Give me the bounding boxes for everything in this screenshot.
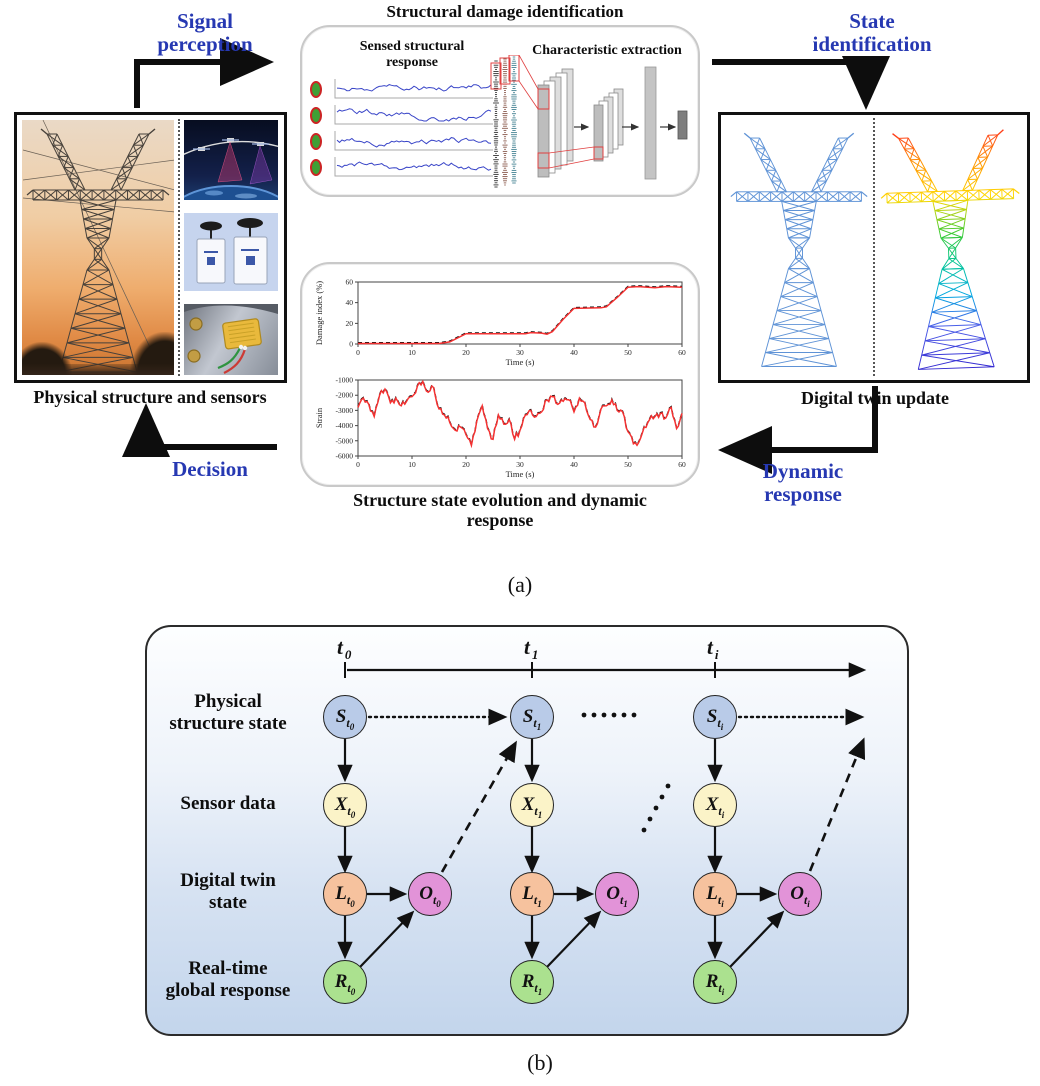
x-axis-label: Time (s) (506, 469, 535, 479)
row-label-r: Real-time global response (165, 958, 291, 1001)
x-tick-label: 20 (462, 460, 470, 469)
strain-chart: 0 10 20 30 40 50 60 -1000 -2000 -3000 -4000 -5000 -6… (314, 376, 686, 479)
ground-silhouette (22, 364, 174, 375)
digital-twin-tower-rainbow (880, 129, 1020, 370)
tower-photo (22, 120, 174, 375)
y-tick-label: -5000 (336, 436, 354, 445)
evolution-box: 0 10 20 30 40 50 60 0 20 40 60 Time (s) Damage index… (300, 262, 700, 487)
y-tick-label: 0 (349, 340, 353, 349)
graphical-model-panel: t 0 t 1 t i Physical structure state Sensor dat… (145, 625, 909, 1036)
y-tick-label: 20 (346, 319, 354, 328)
x-tick-label: 60 (678, 348, 686, 357)
y-axis-label: Strain (314, 407, 324, 428)
cycle-arrows (122, 38, 890, 474)
row-label-l: Digital twin state (180, 870, 276, 913)
sensed-response-trace (334, 157, 493, 177)
decision-arrow (122, 403, 277, 457)
physical-structure-box (14, 112, 287, 383)
physical-structure-caption: Physical structure and sensors (33, 387, 267, 407)
y-tick-label: -2000 (336, 391, 354, 400)
sensor-led-icon (310, 80, 322, 98)
x-tick-label: 50 (624, 460, 632, 469)
signal-perception-label: Signal perception (157, 9, 253, 56)
state-identification-arrow (712, 56, 890, 110)
x-tick-label: 30 (516, 460, 524, 469)
photo-divider (178, 119, 180, 376)
y-tick-label: 60 (346, 278, 354, 287)
panel-b-label: (b) (527, 1050, 553, 1075)
y-tick-label: -3000 (336, 406, 354, 415)
x-axis-label: Time (s) (506, 357, 535, 367)
y-axis-label: Damage index (%) (314, 281, 324, 345)
damage-identification-box: Sensed structural response Characteristi… (300, 25, 700, 197)
gnss-sensor-photo (184, 213, 278, 291)
twin-divider (873, 118, 875, 376)
dynamic-response-arrow (718, 386, 878, 474)
x-tick-label: 10 (408, 460, 416, 469)
x-tick-label: 10 (408, 348, 416, 357)
x-tick-label: 40 (570, 348, 578, 357)
damage-box-title: Structural damage identification (386, 2, 624, 21)
row-label-s: Physical structure state (169, 691, 287, 734)
sensor-led-icon (310, 106, 322, 124)
sensor-led-icon (310, 158, 322, 176)
digital-twin-box (718, 112, 1030, 383)
y-tick-label: -6000 (336, 452, 354, 461)
row-label-x: Sensor data (180, 793, 276, 814)
graphical-model-edges (337, 662, 867, 968)
y-tick-label: -1000 (336, 376, 354, 385)
y-tick-label: 40 (346, 298, 354, 307)
x-tick-label: 20 (462, 348, 470, 357)
x-tick-label: 30 (516, 348, 524, 357)
signal-perception-arrow (134, 38, 274, 108)
state-identification-label: State identification (812, 9, 932, 56)
digital-twin-tower-blue (730, 132, 868, 367)
sensed-response-trace (334, 79, 493, 99)
x-tick-label: 0 (356, 348, 360, 357)
digital-twin-caption: Digital twin update (800, 388, 950, 408)
sensor-led-icon (310, 132, 322, 150)
sensed-response-trace (334, 105, 493, 125)
sensed-response-trace (334, 131, 493, 151)
decision-label: Decision (172, 457, 248, 481)
sensed-response-heading: Sensed structural response (359, 39, 465, 70)
x-tick-label: 60 (678, 460, 686, 469)
damage-index-chart: 0 10 20 30 40 50 60 0 20 40 60 Time (s) Damage index… (314, 278, 686, 368)
cnn-diagram (490, 55, 688, 188)
y-tick-label: -4000 (336, 421, 354, 430)
strain-gauge-photo (184, 304, 278, 375)
extraction-heading: Characteristic extraction (532, 43, 682, 58)
x-tick-label: 50 (624, 348, 632, 357)
x-tick-label: 0 (356, 460, 360, 469)
x-tick-label: 40 (570, 460, 578, 469)
panel-a-label: (a) (507, 572, 533, 597)
evolution-caption: Structure state evolution and dynamic re… (353, 490, 647, 530)
dynamic-response-label: Dynamic response (762, 459, 844, 506)
satellite-photo (184, 120, 278, 200)
